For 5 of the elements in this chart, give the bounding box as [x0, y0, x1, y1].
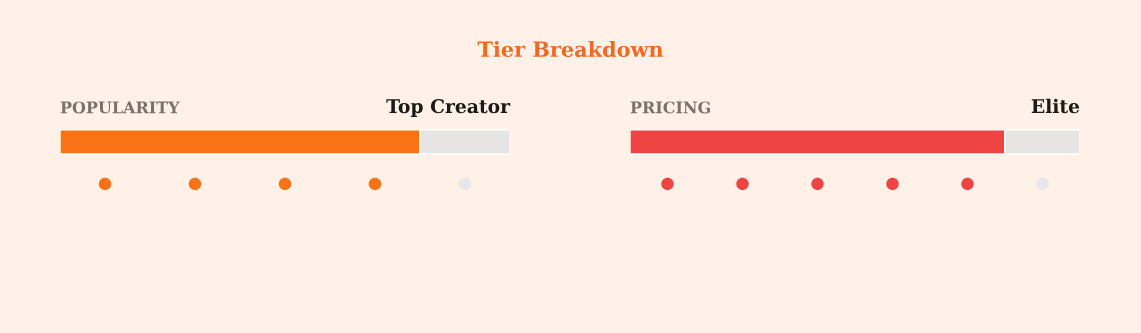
text: Elite [1031, 98, 1080, 114]
text: Tier Breakdown [477, 40, 664, 58]
text: Top Creator [386, 99, 511, 117]
chart-subtitle: POPULARITY [60, 101, 180, 114]
chart-subtitle: PRICING [630, 101, 710, 114]
